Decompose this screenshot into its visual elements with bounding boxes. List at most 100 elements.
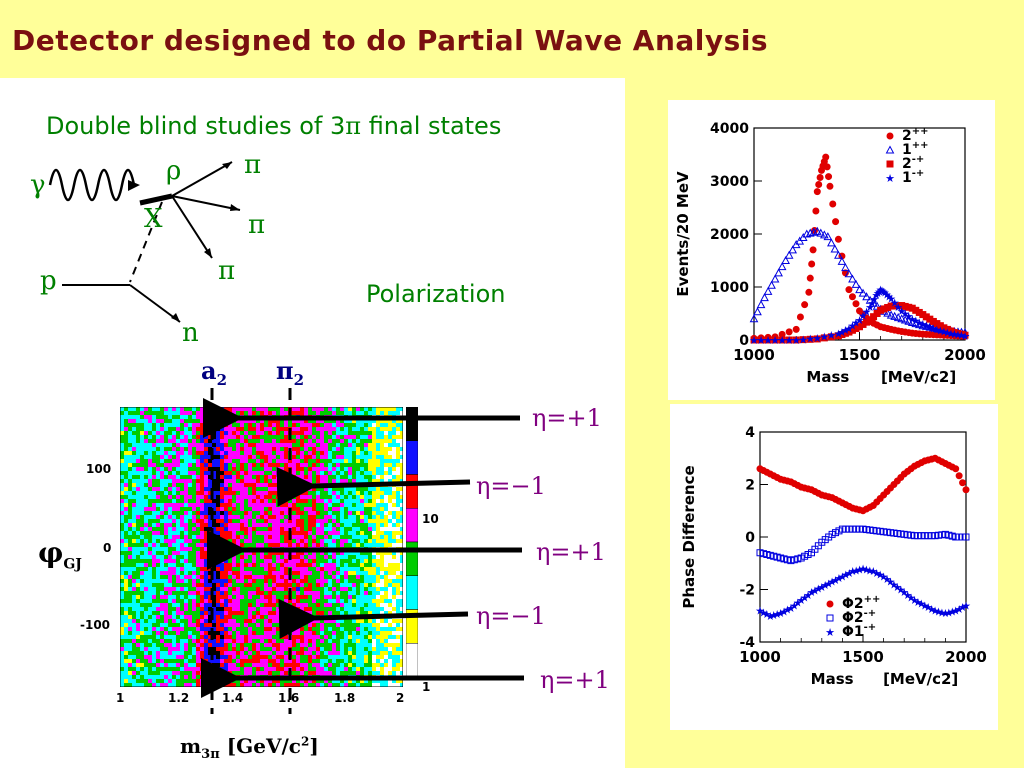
data-point: ★ bbox=[749, 334, 759, 347]
exchange-line bbox=[129, 201, 163, 283]
eta-label-5: η=+1 bbox=[540, 666, 610, 694]
pi-line-2 bbox=[171, 195, 213, 259]
data-point bbox=[792, 325, 800, 333]
colorbar-label-1: 1 bbox=[422, 680, 431, 694]
data-point: ★ bbox=[907, 313, 917, 326]
data-point bbox=[961, 331, 969, 339]
data-point bbox=[851, 279, 861, 288]
data-point bbox=[834, 235, 842, 243]
dalitz-heatmap bbox=[120, 407, 403, 687]
x-axis-unit: [MeV/c2] bbox=[883, 670, 958, 688]
data-point bbox=[753, 307, 762, 316]
data-point: ★ bbox=[817, 581, 827, 594]
data-point bbox=[822, 153, 830, 161]
data-point bbox=[886, 310, 896, 319]
data-point bbox=[770, 274, 780, 283]
slide-title: Detector designed to do Partial Wave Ana… bbox=[12, 24, 769, 57]
x-label-sub: 3π bbox=[201, 747, 220, 762]
data-point: ★ bbox=[786, 602, 796, 615]
data-point: ★ bbox=[876, 284, 886, 297]
data-point bbox=[826, 614, 834, 622]
data-point: ★ bbox=[958, 601, 968, 614]
data-point: ★ bbox=[858, 310, 868, 323]
data-point bbox=[855, 285, 864, 294]
data-point: ★ bbox=[763, 334, 773, 347]
data-point: ★ bbox=[858, 563, 868, 576]
data-point: ★ bbox=[827, 576, 837, 589]
data-point: ★ bbox=[772, 608, 782, 621]
data-point bbox=[962, 486, 970, 494]
data-point bbox=[886, 132, 894, 140]
data-point: ★ bbox=[869, 293, 879, 306]
data-point bbox=[865, 295, 875, 304]
data-point bbox=[788, 245, 798, 254]
data-point bbox=[781, 255, 790, 264]
data-point: ★ bbox=[927, 603, 937, 616]
data-point bbox=[760, 293, 769, 302]
data-point: ★ bbox=[813, 583, 823, 596]
data-point: ★ bbox=[932, 323, 942, 336]
data-point: ★ bbox=[897, 305, 907, 318]
data-point: ★ bbox=[877, 285, 887, 298]
data-point bbox=[869, 298, 878, 307]
x-label-unit: [GeV/c bbox=[219, 734, 301, 758]
rho-label: ρ bbox=[166, 156, 182, 186]
data-point: ★ bbox=[934, 605, 944, 618]
data-point: ★ bbox=[920, 599, 930, 612]
data-point bbox=[763, 286, 773, 295]
data-point bbox=[959, 479, 967, 487]
data-point bbox=[813, 188, 821, 196]
phase-difference-panel: -4 -2 0 2 4 1000 1500 2000 Mass [MeV/c2] Phase Dif… bbox=[670, 404, 998, 730]
y-tick-label: 3000 bbox=[710, 174, 749, 190]
x-tick-1.2: 1.2 bbox=[168, 691, 190, 705]
pi-label-3: π bbox=[218, 256, 236, 286]
data-point: ★ bbox=[851, 564, 861, 577]
mass-spectrum-panel: 0 1000 2000 3000 4000 1000 1500 2000 Mass [MeV/c2… bbox=[668, 100, 995, 400]
x-tick-2: 2 bbox=[396, 691, 405, 705]
x-tick-label: 1500 bbox=[839, 346, 881, 364]
subtitle-pi: π bbox=[345, 112, 362, 140]
a2-text: a bbox=[201, 356, 217, 385]
pi2-label: π2 bbox=[276, 356, 304, 389]
data-point: ★ bbox=[833, 328, 843, 341]
data-point bbox=[757, 336, 765, 344]
data-point bbox=[826, 600, 834, 608]
data-point: ★ bbox=[914, 316, 924, 329]
data-point: ★ bbox=[913, 596, 923, 609]
polarization-label: Polarization bbox=[366, 280, 506, 308]
data-point bbox=[826, 182, 834, 190]
x-label: X bbox=[144, 204, 163, 234]
data-point bbox=[812, 226, 822, 235]
data-point: ★ bbox=[942, 326, 952, 339]
data-point: ★ bbox=[793, 597, 803, 610]
data-point: ★ bbox=[900, 308, 910, 321]
data-point: ★ bbox=[950, 328, 960, 341]
data-point bbox=[764, 336, 772, 344]
data-point bbox=[749, 314, 759, 323]
data-point bbox=[848, 293, 856, 301]
data-point: ★ bbox=[798, 333, 808, 346]
colorbar-label-10: 10 bbox=[422, 512, 439, 526]
data-point: ★ bbox=[840, 324, 850, 337]
reaction-diagram bbox=[48, 161, 241, 323]
y-axis-label: Events/20 MeV bbox=[674, 171, 692, 297]
data-point bbox=[750, 336, 758, 344]
data-point: ★ bbox=[957, 329, 967, 342]
subtitle-text-end: final states bbox=[361, 112, 502, 140]
colorbar-segment bbox=[406, 643, 418, 677]
data-point: ★ bbox=[841, 569, 851, 582]
data-point bbox=[812, 207, 820, 215]
data-point: ★ bbox=[940, 607, 950, 620]
data-point bbox=[777, 262, 787, 271]
legend: 2++1++2-+★ 1-+ bbox=[885, 126, 928, 186]
eta-label-1: η=+1 bbox=[532, 404, 602, 432]
data-point bbox=[796, 313, 804, 321]
data-point: ★ bbox=[947, 605, 957, 618]
data-point: ★ bbox=[848, 320, 858, 333]
x-tick-label: 1000 bbox=[733, 346, 775, 364]
proton-label: p bbox=[40, 266, 57, 296]
data-point: ★ bbox=[911, 315, 921, 328]
x-tick-label: 2000 bbox=[945, 648, 987, 666]
y-tick-label: -2 bbox=[739, 583, 755, 599]
data-point bbox=[914, 320, 924, 329]
